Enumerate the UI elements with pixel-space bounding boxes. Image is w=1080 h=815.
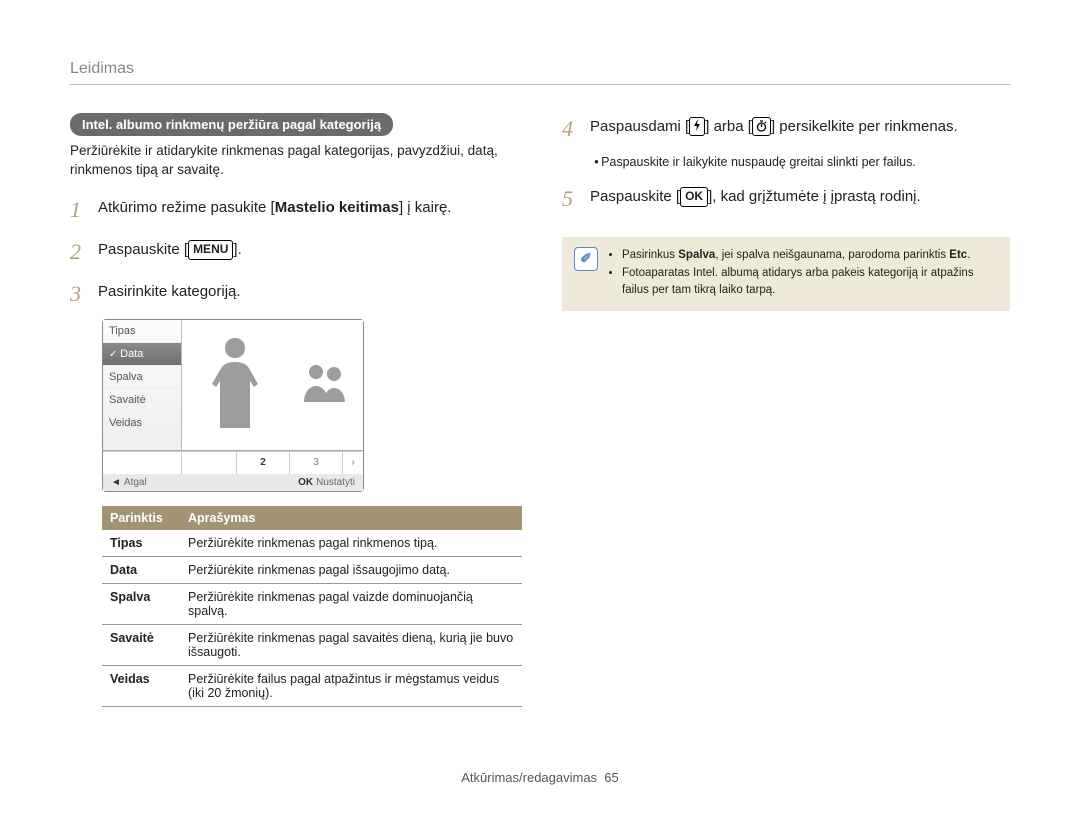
person-silhouette-icon	[200, 330, 270, 440]
menu-item-spalva: Spalva	[103, 366, 181, 389]
step-row: 5 Paspauskite [OK], kad grįžtumėte į įpr…	[562, 183, 1010, 215]
step-number: 5	[562, 183, 580, 215]
device-footer-back: ◄Atgal	[111, 477, 147, 488]
note-item: Pasirinkus Spalva, jei spalva neišgaunam…	[622, 247, 998, 264]
options-table: Parinktis Aprašymas TipasPeržiūrėkite ri…	[102, 506, 522, 707]
table-header-description: Aprašymas	[180, 506, 522, 530]
device-screenshot: Tipas Data Spalva Savaitė Veidas	[102, 319, 364, 492]
step-number: 2	[70, 236, 88, 268]
step-text: Paspauskite [MENU].	[98, 236, 522, 268]
note-box: ✐ Pasirinkus Spalva, jei spalva neišgaun…	[562, 237, 1010, 311]
breadcrumb-title: Leidimas	[70, 60, 1010, 85]
table-row: TipasPeržiūrėkite rinkmenas pagal rinkme…	[102, 530, 522, 557]
table-row: VeidasPeržiūrėkite failus pagal atpažint…	[102, 666, 522, 707]
step-text: Atkūrimo režime pasukite [Mastelio keiti…	[98, 194, 522, 226]
people-group-icon	[300, 362, 355, 402]
note-icon: ✐	[574, 247, 598, 271]
step-number: 1	[70, 194, 88, 226]
table-row: SpalvaPeržiūrėkite rinkmenas pagal vaizd…	[102, 584, 522, 625]
step-number: 4	[562, 113, 580, 145]
timer-icon	[752, 117, 771, 136]
table-header-option: Parinktis	[102, 506, 180, 530]
section-heading-pill: Intel. albumo rinkmenų peržiūra pagal ka…	[70, 113, 393, 136]
step-row: 2 Paspauskite [MENU].	[70, 236, 522, 268]
menu-button-icon: MENU	[188, 240, 233, 260]
menu-item-savaite: Savaitė	[103, 389, 181, 412]
table-row: SavaitėPeržiūrėkite rinkmenas pagal sava…	[102, 625, 522, 666]
ok-button-icon: OK	[680, 187, 708, 207]
note-item: Fotoaparatas Intel. albumą atidarys arba…	[622, 265, 998, 298]
flash-icon	[689, 117, 705, 136]
step-row: 1 Atkūrimo režime pasukite [Mastelio kei…	[70, 194, 522, 226]
device-menu-panel: Tipas Data Spalva Savaitė Veidas	[103, 320, 182, 450]
menu-item-veidas: Veidas	[103, 412, 181, 435]
step-row: 3 Pasirinkite kategoriją.	[70, 278, 522, 310]
step-number: 3	[70, 278, 88, 310]
step-text: Pasirinkite kategoriją.	[98, 278, 522, 310]
step-text: Paspausdami [] arba [] persikelkite per …	[590, 113, 1010, 145]
menu-item-data: Data	[103, 343, 181, 366]
page-footer: Atkūrimas/redagavimas 65	[0, 770, 1080, 785]
device-pager-strip: 2 3 ›	[103, 451, 363, 474]
table-row: DataPeržiūrėkite rinkmenas pagal išsaugo…	[102, 557, 522, 584]
device-footer-ok: OKNustatyti	[298, 477, 355, 488]
device-preview-pane	[182, 320, 363, 450]
menu-item-tipas: Tipas	[103, 320, 181, 343]
step-text: Paspauskite [OK], kad grįžtumėte į įpras…	[590, 183, 1010, 215]
step-subnote: Paspauskite ir laikykite nuspaudę greita…	[594, 155, 1010, 169]
intro-paragraph: Peržiūrėkite ir atidarykite rinkmenas pa…	[70, 142, 522, 180]
step-row: 4 Paspausdami [] arba [] persikelkite pe…	[562, 113, 1010, 145]
